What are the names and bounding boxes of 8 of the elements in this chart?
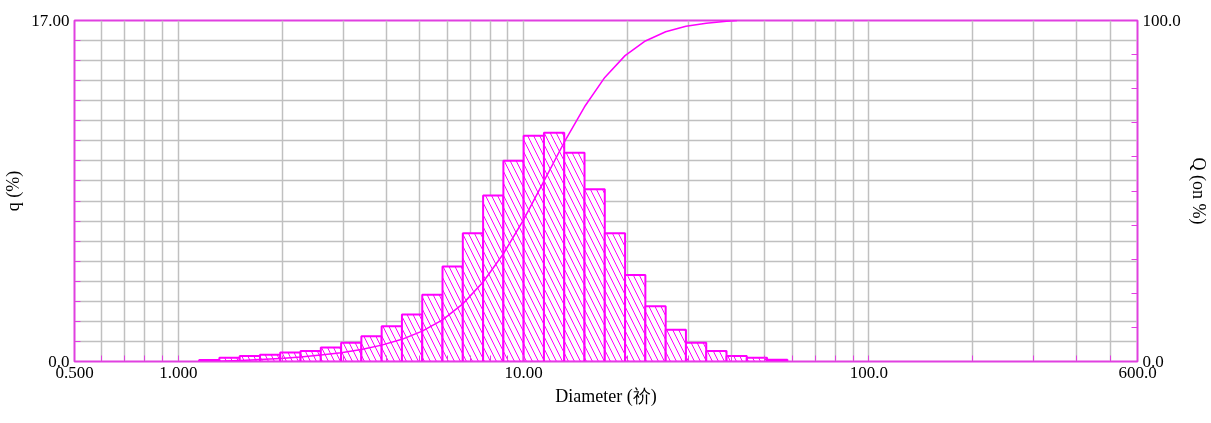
x-tick-label: 1.000 [159, 362, 198, 382]
y2-tick-label: 100.0 [1142, 11, 1181, 30]
y2-axis-title: Q (on %) [1187, 157, 1209, 225]
x-tick-label: 10.00 [504, 362, 543, 382]
y-tick-label: 17.00 [31, 11, 70, 30]
x-axis-title: Diameter (祄) [555, 385, 657, 407]
y-axis-title: q (%) [3, 170, 25, 212]
x-tick-label: 100.0 [849, 362, 888, 382]
